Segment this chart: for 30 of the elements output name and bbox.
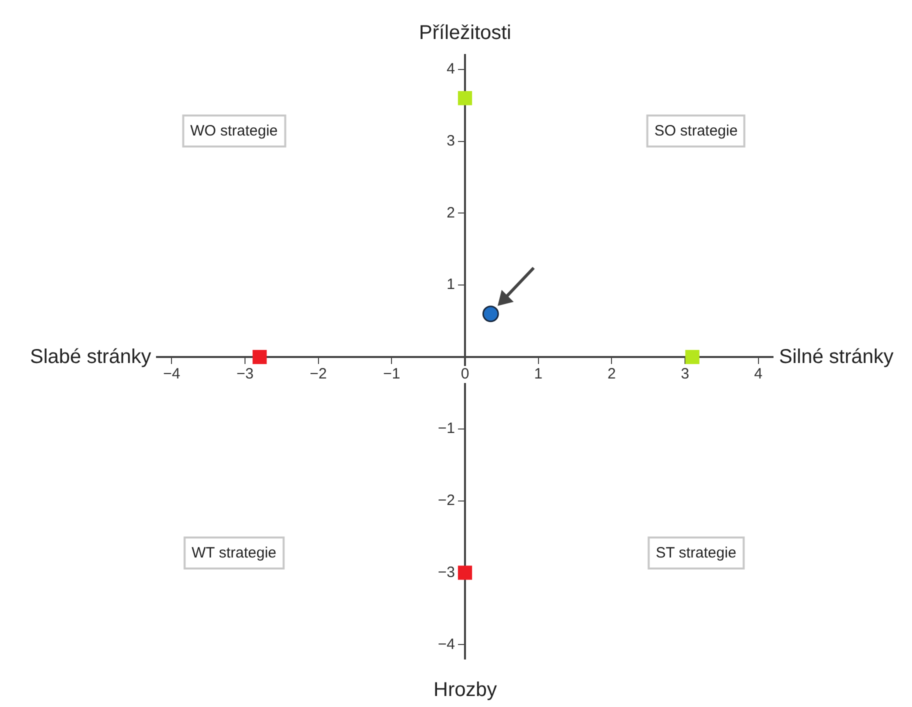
x-tick-label: −4 (163, 366, 180, 383)
x-tick-label: −3 (236, 366, 254, 383)
x-tick-label: 0 (460, 366, 470, 383)
point (685, 350, 700, 364)
y-tick-label: −4 (438, 636, 455, 653)
x-tick-label: 1 (534, 366, 543, 383)
annotation: ST strategie (648, 536, 744, 570)
y-tick-label: 4 (446, 60, 455, 78)
y-tick-label: 3 (446, 132, 455, 150)
y-tick-label: −2 (438, 492, 455, 509)
y-tick-label: −3 (438, 564, 455, 581)
y-tick-label: −1 (438, 420, 455, 438)
y-tick-label: 1 (446, 276, 455, 294)
annotation: WT strategie (184, 536, 284, 570)
x-tick-label: −1 (383, 366, 400, 383)
point (458, 91, 472, 106)
y-tick-label: 2 (446, 204, 455, 222)
point (482, 306, 499, 322)
point (252, 350, 267, 364)
x-tick-label: 2 (607, 366, 616, 383)
annotation: SO strategie (646, 114, 746, 147)
text: Slabé stránky (30, 346, 152, 368)
annotation: WO strategie (182, 114, 286, 147)
x-tick-label: −2 (310, 366, 327, 383)
text: Hrozby (434, 679, 497, 702)
x-axis-title: Silné stránky (779, 346, 894, 368)
y-axis-title: Příležitosti (419, 22, 512, 45)
x-tick-label: 4 (754, 366, 763, 383)
point (458, 566, 472, 580)
x-tick-label: 3 (680, 366, 690, 383)
